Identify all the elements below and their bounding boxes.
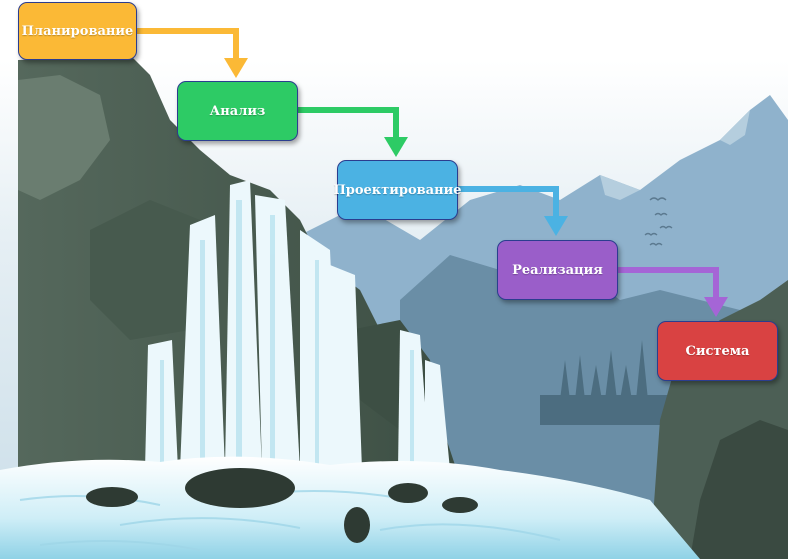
step-system-label: Система — [685, 343, 750, 359]
waterfall-shade — [160, 200, 414, 470]
connector-arrow-2 — [298, 107, 408, 157]
step-analysis-box: Анализ — [177, 81, 298, 141]
step-implementation-box: Реализация — [497, 240, 618, 300]
rocks — [86, 468, 478, 543]
step-planning-label: Планирование — [21, 23, 134, 39]
step-design-box: Проектирование — [333, 160, 462, 220]
connector-arrow-4 — [618, 267, 728, 317]
step-design-label: Проектирование — [333, 182, 462, 198]
step-analysis-label: Анализ — [209, 103, 266, 119]
step-system-box: Система — [657, 321, 778, 381]
river — [0, 456, 700, 559]
far-peaks-snow — [600, 110, 750, 200]
birds — [644, 197, 673, 246]
forest — [540, 340, 670, 425]
connector-arrow-1 — [137, 28, 248, 78]
step-planning-box: Планирование — [18, 2, 137, 60]
step-implementation-label: Реализация — [512, 262, 603, 278]
connector-arrow-3 — [458, 186, 568, 236]
